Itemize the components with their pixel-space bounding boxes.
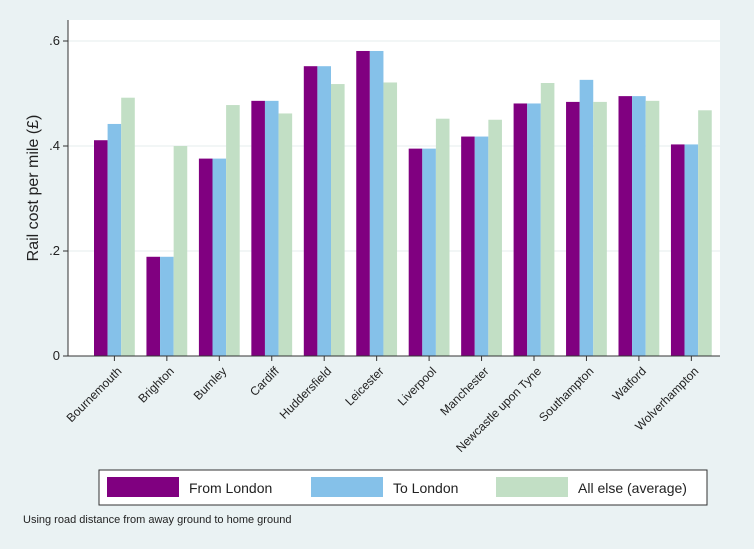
y-tick-label: 0 — [53, 348, 60, 363]
category-label: Bournemouth — [64, 364, 125, 425]
bar — [684, 144, 699, 356]
bar — [264, 100, 279, 356]
legend-swatch — [107, 477, 179, 497]
bar — [146, 256, 161, 356]
legend-swatch — [496, 477, 568, 497]
bar — [94, 140, 108, 356]
bar — [435, 118, 450, 356]
legend-label: All else (average) — [578, 480, 687, 496]
bar — [540, 83, 555, 356]
bar — [331, 84, 345, 357]
bar — [618, 96, 633, 356]
bar — [212, 158, 227, 356]
category-label: Brighton — [135, 364, 177, 406]
bar — [107, 123, 122, 356]
footnote: Using road distance from away ground to … — [23, 514, 292, 526]
bar — [488, 119, 502, 356]
category-label: Burnley — [191, 364, 230, 403]
y-tick-label: .2 — [49, 243, 60, 258]
bars — [94, 50, 712, 357]
bar — [513, 103, 528, 356]
bar — [317, 66, 331, 356]
bar — [527, 103, 541, 356]
legend-label: From London — [189, 480, 272, 496]
bar — [369, 50, 384, 356]
category-label: Newcastle upon Tyne — [453, 364, 544, 455]
category-label: Liverpool — [395, 364, 439, 408]
category-label: Manchester — [437, 364, 491, 418]
category-label: Leicester — [342, 364, 386, 408]
bar — [645, 100, 660, 356]
x-axis: Bournemouth Brighton Burnley CardiffHudders… — [64, 355, 720, 455]
bar — [474, 136, 489, 356]
category-label: Southampton — [536, 364, 596, 424]
y-axis-label: Rail cost per mile (£) — [25, 115, 42, 262]
bar — [173, 146, 188, 356]
category-label: Cardiff — [247, 364, 282, 399]
bar — [632, 96, 646, 356]
bar — [698, 110, 712, 356]
bar — [121, 97, 135, 356]
legend-label: To London — [393, 480, 458, 496]
legend-swatch — [311, 477, 383, 497]
bar — [566, 101, 580, 357]
bar — [579, 79, 594, 356]
bar — [198, 158, 213, 356]
bar — [408, 148, 423, 356]
bar — [226, 105, 240, 356]
bar — [278, 113, 293, 356]
y-tick-label: .4 — [49, 138, 60, 153]
bar — [251, 100, 265, 356]
bar — [303, 66, 318, 356]
bar — [593, 101, 607, 357]
category-label: Watford — [610, 364, 649, 403]
bar — [160, 256, 174, 356]
legend: From London To London All else (average) — [98, 469, 708, 506]
legend-box — [98, 469, 708, 506]
bar — [670, 144, 685, 356]
y-axis: 0 .2 .4 .6 — [49, 20, 69, 363]
bar — [383, 82, 398, 356]
bar — [422, 148, 436, 356]
bar — [356, 50, 370, 356]
category-label: Huddersfield — [277, 364, 335, 422]
y-tick-label: .6 — [49, 33, 60, 48]
bar — [461, 136, 475, 356]
